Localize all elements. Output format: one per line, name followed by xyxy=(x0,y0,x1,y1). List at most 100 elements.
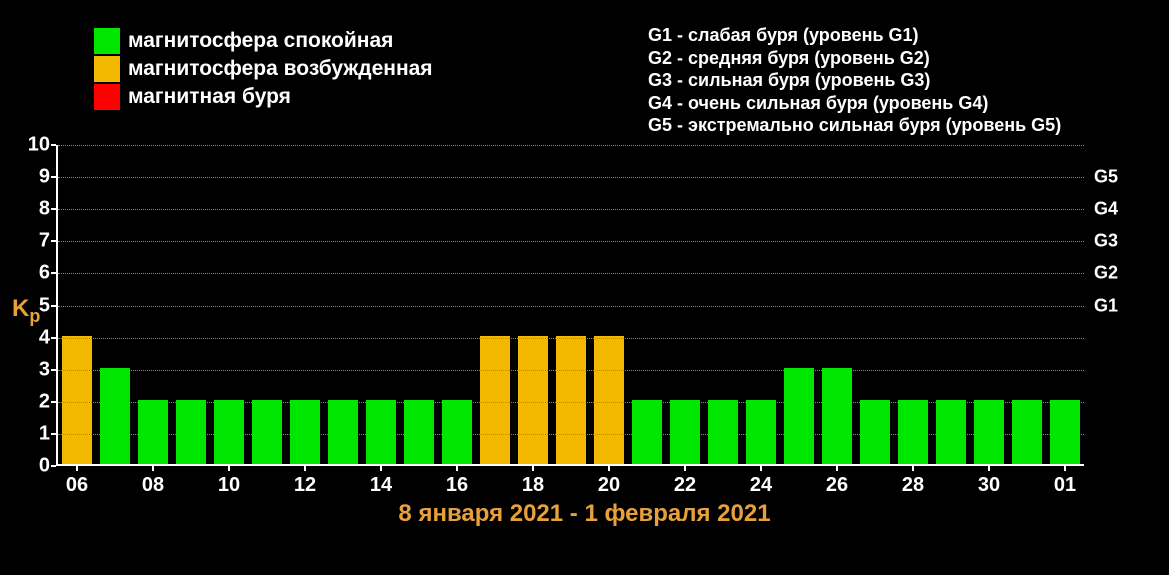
x-tick-mark xyxy=(152,466,154,471)
x-tick-label: 24 xyxy=(750,474,772,497)
x-tick-label: 14 xyxy=(370,474,392,497)
x-tick-mark xyxy=(380,466,382,471)
bar xyxy=(442,400,472,464)
bar xyxy=(404,400,434,464)
x-tick-mark xyxy=(532,466,534,471)
y-tick-label: 6 xyxy=(39,262,50,285)
g-scale-label: G5 xyxy=(1094,167,1118,188)
x-tick-label: 22 xyxy=(674,474,696,497)
x-tick-mark xyxy=(760,466,762,471)
g-scale-label: G2 xyxy=(1094,263,1118,284)
x-tick-mark xyxy=(608,466,610,471)
y-tick-mark xyxy=(51,144,56,146)
storm-legend-line: G4 - очень сильная буря (уровень G4) xyxy=(648,92,1061,115)
x-tick-label: 20 xyxy=(598,474,620,497)
y-tick-label: 10 xyxy=(28,134,50,157)
legend-label: магнитосфера спокойная xyxy=(128,29,393,53)
x-tick-label: 01 xyxy=(1054,474,1076,497)
bar xyxy=(746,400,776,464)
g-scale-label: G4 xyxy=(1094,199,1118,220)
legend-swatch xyxy=(94,56,120,82)
bar xyxy=(1012,400,1042,464)
x-axis-line xyxy=(56,464,1084,466)
y-tick-mark xyxy=(51,305,56,307)
legend-swatch xyxy=(94,84,120,110)
y-tick-mark xyxy=(51,240,56,242)
x-tick-mark xyxy=(456,466,458,471)
bar xyxy=(138,400,168,464)
bar xyxy=(62,336,92,464)
bar xyxy=(100,368,130,464)
y-tick-mark xyxy=(51,272,56,274)
bar xyxy=(290,400,320,464)
y-tick-label: 2 xyxy=(39,390,50,413)
gridline xyxy=(58,177,1084,178)
bar xyxy=(328,400,358,464)
y-tick-label: 0 xyxy=(39,455,50,478)
x-tick-mark xyxy=(684,466,686,471)
storm-legend-line: G2 - средняя буря (уровень G2) xyxy=(648,47,1061,70)
g-scale-label: G3 xyxy=(1094,231,1118,252)
chart-frame: магнитосфера спокойная магнитосфера возбу… xyxy=(0,0,1169,575)
legend-right: G1 - слабая буря (уровень G1)G2 - средня… xyxy=(648,24,1061,137)
g-scale-label: G1 xyxy=(1094,295,1118,316)
y-tick-mark xyxy=(51,433,56,435)
y-tick-label: 3 xyxy=(39,358,50,381)
legend-item: магнитосфера возбужденная xyxy=(94,56,433,82)
bar xyxy=(556,336,586,464)
y-tick-label: 8 xyxy=(39,198,50,221)
bar xyxy=(632,400,662,464)
gridline xyxy=(58,434,1084,435)
bar xyxy=(518,336,548,464)
gridline xyxy=(58,273,1084,274)
x-tick-mark xyxy=(304,466,306,471)
y-tick-label: 5 xyxy=(39,294,50,317)
plot-area: 012345678910G1G2G3G4G5060810121416182022… xyxy=(56,145,1084,466)
x-tick-mark xyxy=(1064,466,1066,471)
bars-container xyxy=(58,145,1084,464)
y-tick-mark xyxy=(51,337,56,339)
gridline xyxy=(58,145,1084,146)
x-tick-label: 26 xyxy=(826,474,848,497)
bar xyxy=(1050,400,1080,464)
bar xyxy=(594,336,624,464)
legend-left: магнитосфера спокойная магнитосфера возбу… xyxy=(94,28,433,112)
gridline xyxy=(58,402,1084,403)
y-tick-label: 7 xyxy=(39,230,50,253)
bar xyxy=(860,400,890,464)
storm-legend-line: G5 - экстремально сильная буря (уровень … xyxy=(648,114,1061,137)
legend-item: магнитосфера спокойная xyxy=(94,28,433,54)
x-tick-mark xyxy=(76,466,78,471)
bar xyxy=(708,400,738,464)
legend-item: магнитная буря xyxy=(94,84,433,110)
x-tick-mark xyxy=(912,466,914,471)
storm-legend-line: G3 - сильная буря (уровень G3) xyxy=(648,69,1061,92)
y-tick-mark xyxy=(51,208,56,210)
legend-label: магнитная буря xyxy=(128,85,291,109)
bar xyxy=(784,368,814,464)
bar xyxy=(252,400,282,464)
y-tick-mark xyxy=(51,369,56,371)
chart-caption: 8 января 2021 - 1 февраля 2021 xyxy=(0,500,1169,528)
legend-label: магнитосфера возбужденная xyxy=(128,57,433,81)
x-tick-label: 28 xyxy=(902,474,924,497)
y-axis-label: Kp xyxy=(12,295,40,327)
bar xyxy=(176,400,206,464)
gridline xyxy=(58,338,1084,339)
bar xyxy=(822,368,852,464)
bar xyxy=(936,400,966,464)
gridline xyxy=(58,370,1084,371)
bar xyxy=(974,400,1004,464)
bar xyxy=(898,400,928,464)
x-tick-mark xyxy=(988,466,990,471)
x-tick-label: 30 xyxy=(978,474,1000,497)
x-tick-label: 06 xyxy=(66,474,88,497)
bar xyxy=(214,400,244,464)
y-tick-mark xyxy=(51,465,56,467)
bar xyxy=(670,400,700,464)
x-tick-label: 16 xyxy=(446,474,468,497)
gridline xyxy=(58,209,1084,210)
y-tick-mark xyxy=(51,401,56,403)
bar xyxy=(366,400,396,464)
x-tick-label: 10 xyxy=(218,474,240,497)
